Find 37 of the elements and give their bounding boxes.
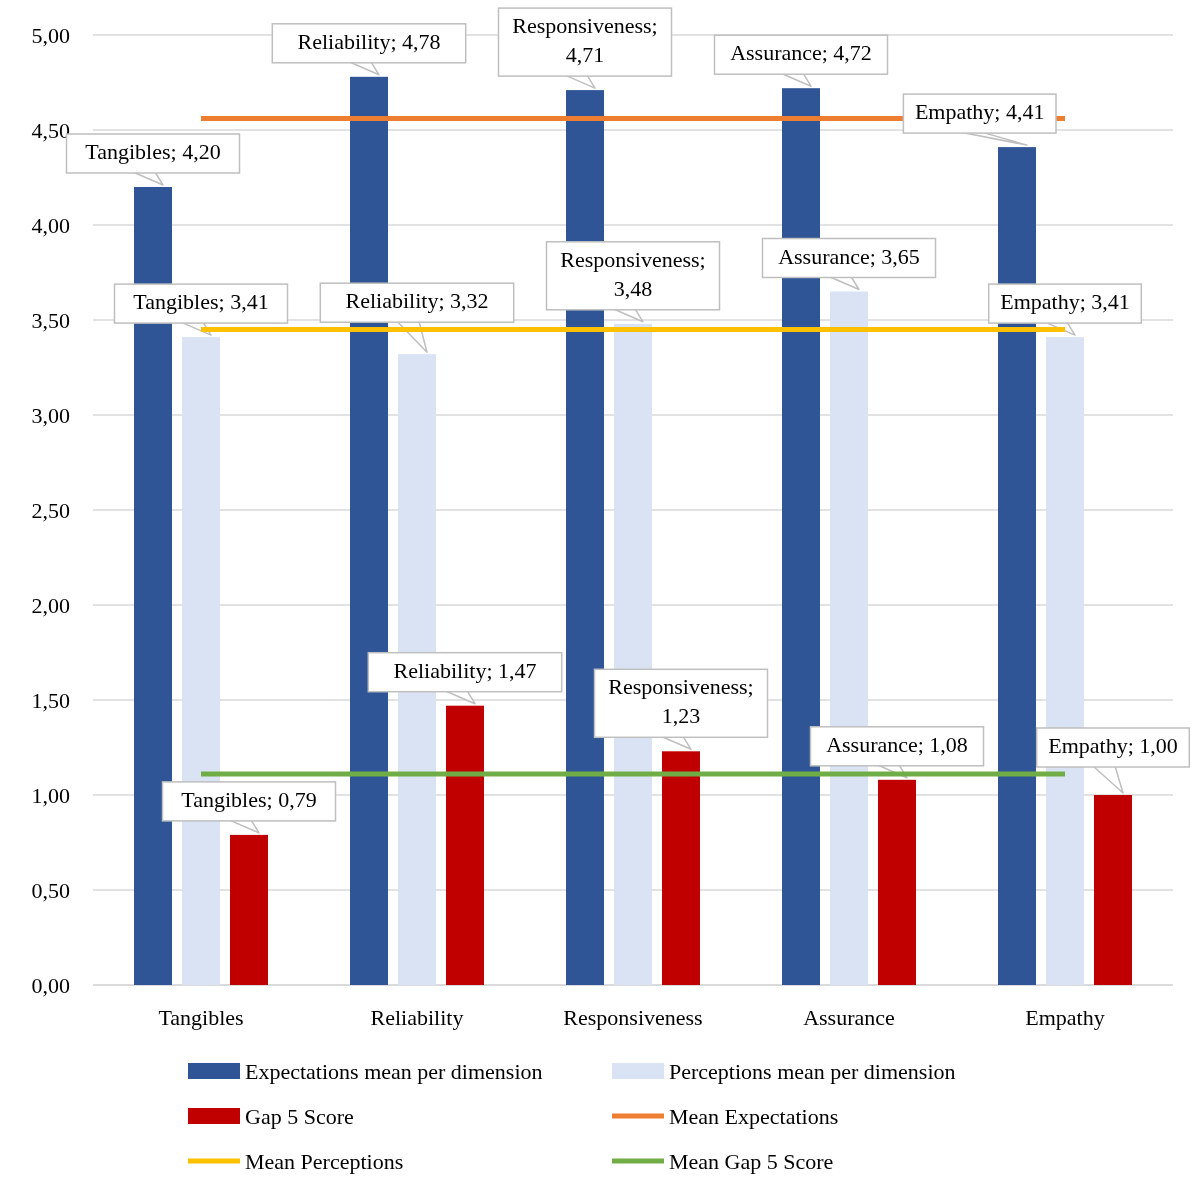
data-label: Tangibles; 3,41 bbox=[133, 289, 269, 315]
data-label: Assurance; 1,08 bbox=[826, 731, 968, 757]
data-label: Responsiveness; 1,23 bbox=[608, 674, 754, 729]
data-label: Reliability; 3,32 bbox=[345, 288, 489, 314]
y-tick-label: 0,50 bbox=[31, 878, 70, 903]
legend-label: Mean Perceptions bbox=[245, 1149, 404, 1174]
legend-label: Mean Gap 5 Score bbox=[669, 1149, 834, 1174]
data-label: Reliability; 1,47 bbox=[393, 657, 537, 683]
legend-label: Gap 5 Score bbox=[245, 1104, 354, 1129]
legend-label: Mean Expectations bbox=[669, 1104, 839, 1129]
data-label: Empathy; 1,00 bbox=[1048, 733, 1178, 758]
data-label: Assurance; 4,72 bbox=[730, 40, 872, 66]
data-label: Reliability; 4,78 bbox=[297, 28, 441, 54]
x-tick-label: Empathy bbox=[1025, 1005, 1105, 1030]
legend-label: Perceptions mean per dimension bbox=[669, 1059, 956, 1084]
y-tick-label: 4,00 bbox=[31, 213, 70, 238]
x-tick-label: Responsiveness bbox=[563, 1005, 703, 1030]
y-tick-label: 3,50 bbox=[31, 308, 70, 333]
y-tick-label: 4,50 bbox=[31, 118, 70, 143]
x-tick-label: Assurance bbox=[803, 1005, 895, 1030]
y-tick-label: 3,00 bbox=[31, 403, 70, 428]
data-label: Assurance; 3,65 bbox=[778, 243, 920, 269]
legend-label: Expectations mean per dimension bbox=[245, 1059, 543, 1084]
x-tick-label: Tangibles bbox=[158, 1005, 244, 1030]
y-tick-label: 2,50 bbox=[31, 498, 70, 523]
data-label: Responsiveness; 3,48 bbox=[560, 246, 706, 301]
data-label: Tangibles; 4,20 bbox=[85, 139, 221, 164]
y-tick-label: 2,00 bbox=[31, 593, 70, 618]
y-tick-label: 1,50 bbox=[31, 688, 70, 713]
y-tick-label: 5,00 bbox=[31, 23, 70, 48]
data-label: Responsiveness; 4,71 bbox=[512, 13, 658, 68]
y-tick-label: 1,00 bbox=[31, 783, 70, 808]
x-tick-label: Reliability bbox=[370, 1005, 464, 1030]
data-label: Tangibles; 0,79 bbox=[181, 786, 317, 812]
data-label: Empathy; 4,41 bbox=[914, 99, 1045, 125]
y-tick-label: 0,00 bbox=[31, 973, 70, 998]
data-label: Empathy; 3,41 bbox=[1000, 289, 1130, 315]
